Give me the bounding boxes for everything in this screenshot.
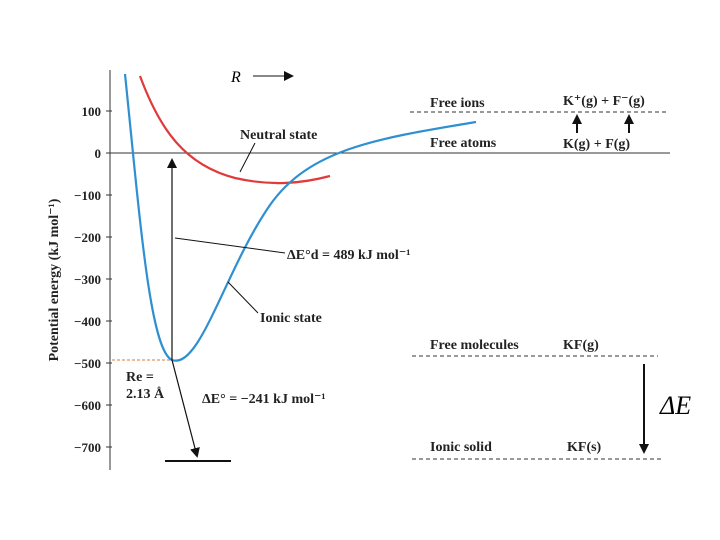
neutral-state-curve bbox=[138, 75, 331, 185]
y-tick-label: −400 bbox=[74, 314, 101, 329]
atoms-formula: K(g) + F(g) bbox=[563, 137, 630, 152]
ionic-state-curve bbox=[123, 73, 477, 362]
neutral-leader bbox=[239, 142, 256, 173]
solid-formula: KF(s) bbox=[567, 440, 602, 455]
y-axis-label: Potential energy (kJ mol⁻¹) bbox=[47, 198, 62, 361]
r-axis-label: R bbox=[230, 69, 241, 86]
y-tick-label: −300 bbox=[74, 272, 101, 287]
y-tick-label: 0 bbox=[95, 146, 102, 161]
molecule-formula: KF(g) bbox=[563, 338, 599, 353]
free-ions-label: Free ions bbox=[430, 96, 485, 111]
free-molecules-label: Free molecules bbox=[430, 338, 519, 353]
ions-formula: K⁺(g) + F⁻(g) bbox=[563, 94, 645, 109]
y-tick-label: 100 bbox=[82, 104, 102, 119]
delta-ed-label: ΔE°d = 489 kJ mol⁻¹ bbox=[287, 248, 410, 263]
ionic-leader bbox=[227, 281, 259, 314]
re-label-line2: 2.13 Å bbox=[126, 386, 165, 402]
free-atoms-label: Free atoms bbox=[430, 136, 497, 151]
big-delta-e-label: ΔE bbox=[659, 391, 691, 420]
delta-e-label: ΔE° = −241 kJ mol⁻¹ bbox=[202, 392, 326, 407]
y-tick-label: −600 bbox=[74, 398, 101, 413]
neutral-state-label: Neutral state bbox=[240, 128, 317, 143]
y-tick-label: −500 bbox=[74, 356, 101, 371]
y-tick-label: −100 bbox=[74, 188, 101, 203]
ionic-state-label: Ionic state bbox=[260, 311, 322, 326]
ionic-solid-label: Ionic solid bbox=[430, 440, 492, 455]
delta-ed-leader bbox=[174, 237, 286, 254]
lattice-arrow bbox=[171, 359, 200, 458]
y-tick-label: −200 bbox=[74, 230, 101, 245]
re-label-line1: Re = bbox=[126, 370, 154, 385]
y-tick-label: −700 bbox=[74, 440, 101, 455]
